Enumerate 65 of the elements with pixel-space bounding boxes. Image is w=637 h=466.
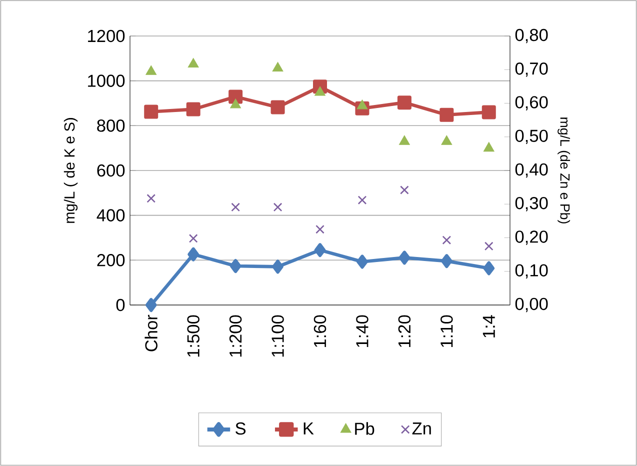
point <box>272 260 284 274</box>
point <box>231 202 240 212</box>
point <box>188 234 198 243</box>
point <box>358 196 367 205</box>
point <box>188 247 200 262</box>
point <box>397 96 412 110</box>
x-tick-label: 1:200 <box>229 315 242 357</box>
y2-axis-title: mg/L (de Zn e Pb) <box>558 118 570 224</box>
point <box>398 135 410 145</box>
y-tick-label: 800 <box>97 120 125 132</box>
point <box>186 102 200 116</box>
point <box>316 224 324 234</box>
point <box>482 105 496 120</box>
y-tick-label: 600 <box>97 164 125 177</box>
y-tick-label: 0 <box>116 298 125 312</box>
y2-tick-label: 0,80 <box>515 28 548 44</box>
point <box>442 236 452 245</box>
y2-tick-label: 0,20 <box>515 230 548 245</box>
x-tick-label: 1:10 <box>440 315 453 348</box>
legend-label: Pb <box>355 422 374 435</box>
legend-label: S <box>236 422 246 435</box>
point <box>145 298 157 312</box>
point <box>146 194 156 203</box>
y-axis-title: mg/L ( de K e S) <box>64 118 78 223</box>
point <box>400 186 409 194</box>
y-tick-label: 1200 <box>88 30 125 42</box>
y2-tick-label: 0,60 <box>515 96 548 110</box>
point <box>484 242 494 251</box>
y-tick-label: 200 <box>97 254 125 266</box>
point <box>273 202 282 212</box>
point <box>230 258 242 273</box>
point <box>144 104 158 119</box>
point <box>228 90 243 104</box>
legend-label: K <box>304 422 314 434</box>
point <box>314 86 326 96</box>
y2-tick-label: 0,50 <box>515 130 548 144</box>
x-tick-label: 1:500 <box>187 315 200 357</box>
y-tick-label: 400 <box>96 209 125 222</box>
point <box>356 100 368 110</box>
x-tick-label: 1:40 <box>356 315 368 348</box>
x-tick-label: 1:20 <box>398 315 411 348</box>
point <box>440 108 454 122</box>
y2-tick-label: 0,30 <box>515 196 548 212</box>
point <box>356 254 368 269</box>
point <box>398 250 410 265</box>
point <box>188 58 199 68</box>
point <box>314 243 326 258</box>
point <box>270 100 285 114</box>
y2-tick-label: 0,00 <box>515 298 548 312</box>
x-tick-label: 1:100 <box>272 315 284 357</box>
x-tick-label: 1:60 <box>314 315 326 348</box>
point <box>146 65 157 75</box>
x-tick-label: Chor <box>144 314 158 352</box>
point <box>441 135 452 145</box>
point <box>440 254 452 268</box>
point <box>483 142 494 152</box>
x-tick-label: 1:4 <box>482 315 495 338</box>
y-tick-label: 1000 <box>88 74 125 87</box>
y2-tick-label: 0,10 <box>515 264 548 279</box>
y2-tick-label: 0,70 <box>515 62 548 77</box>
point <box>272 62 284 72</box>
y2-tick-label: 0,40 <box>515 163 548 178</box>
legend-label: Zn <box>412 422 431 434</box>
point <box>230 98 242 108</box>
point <box>483 261 495 276</box>
